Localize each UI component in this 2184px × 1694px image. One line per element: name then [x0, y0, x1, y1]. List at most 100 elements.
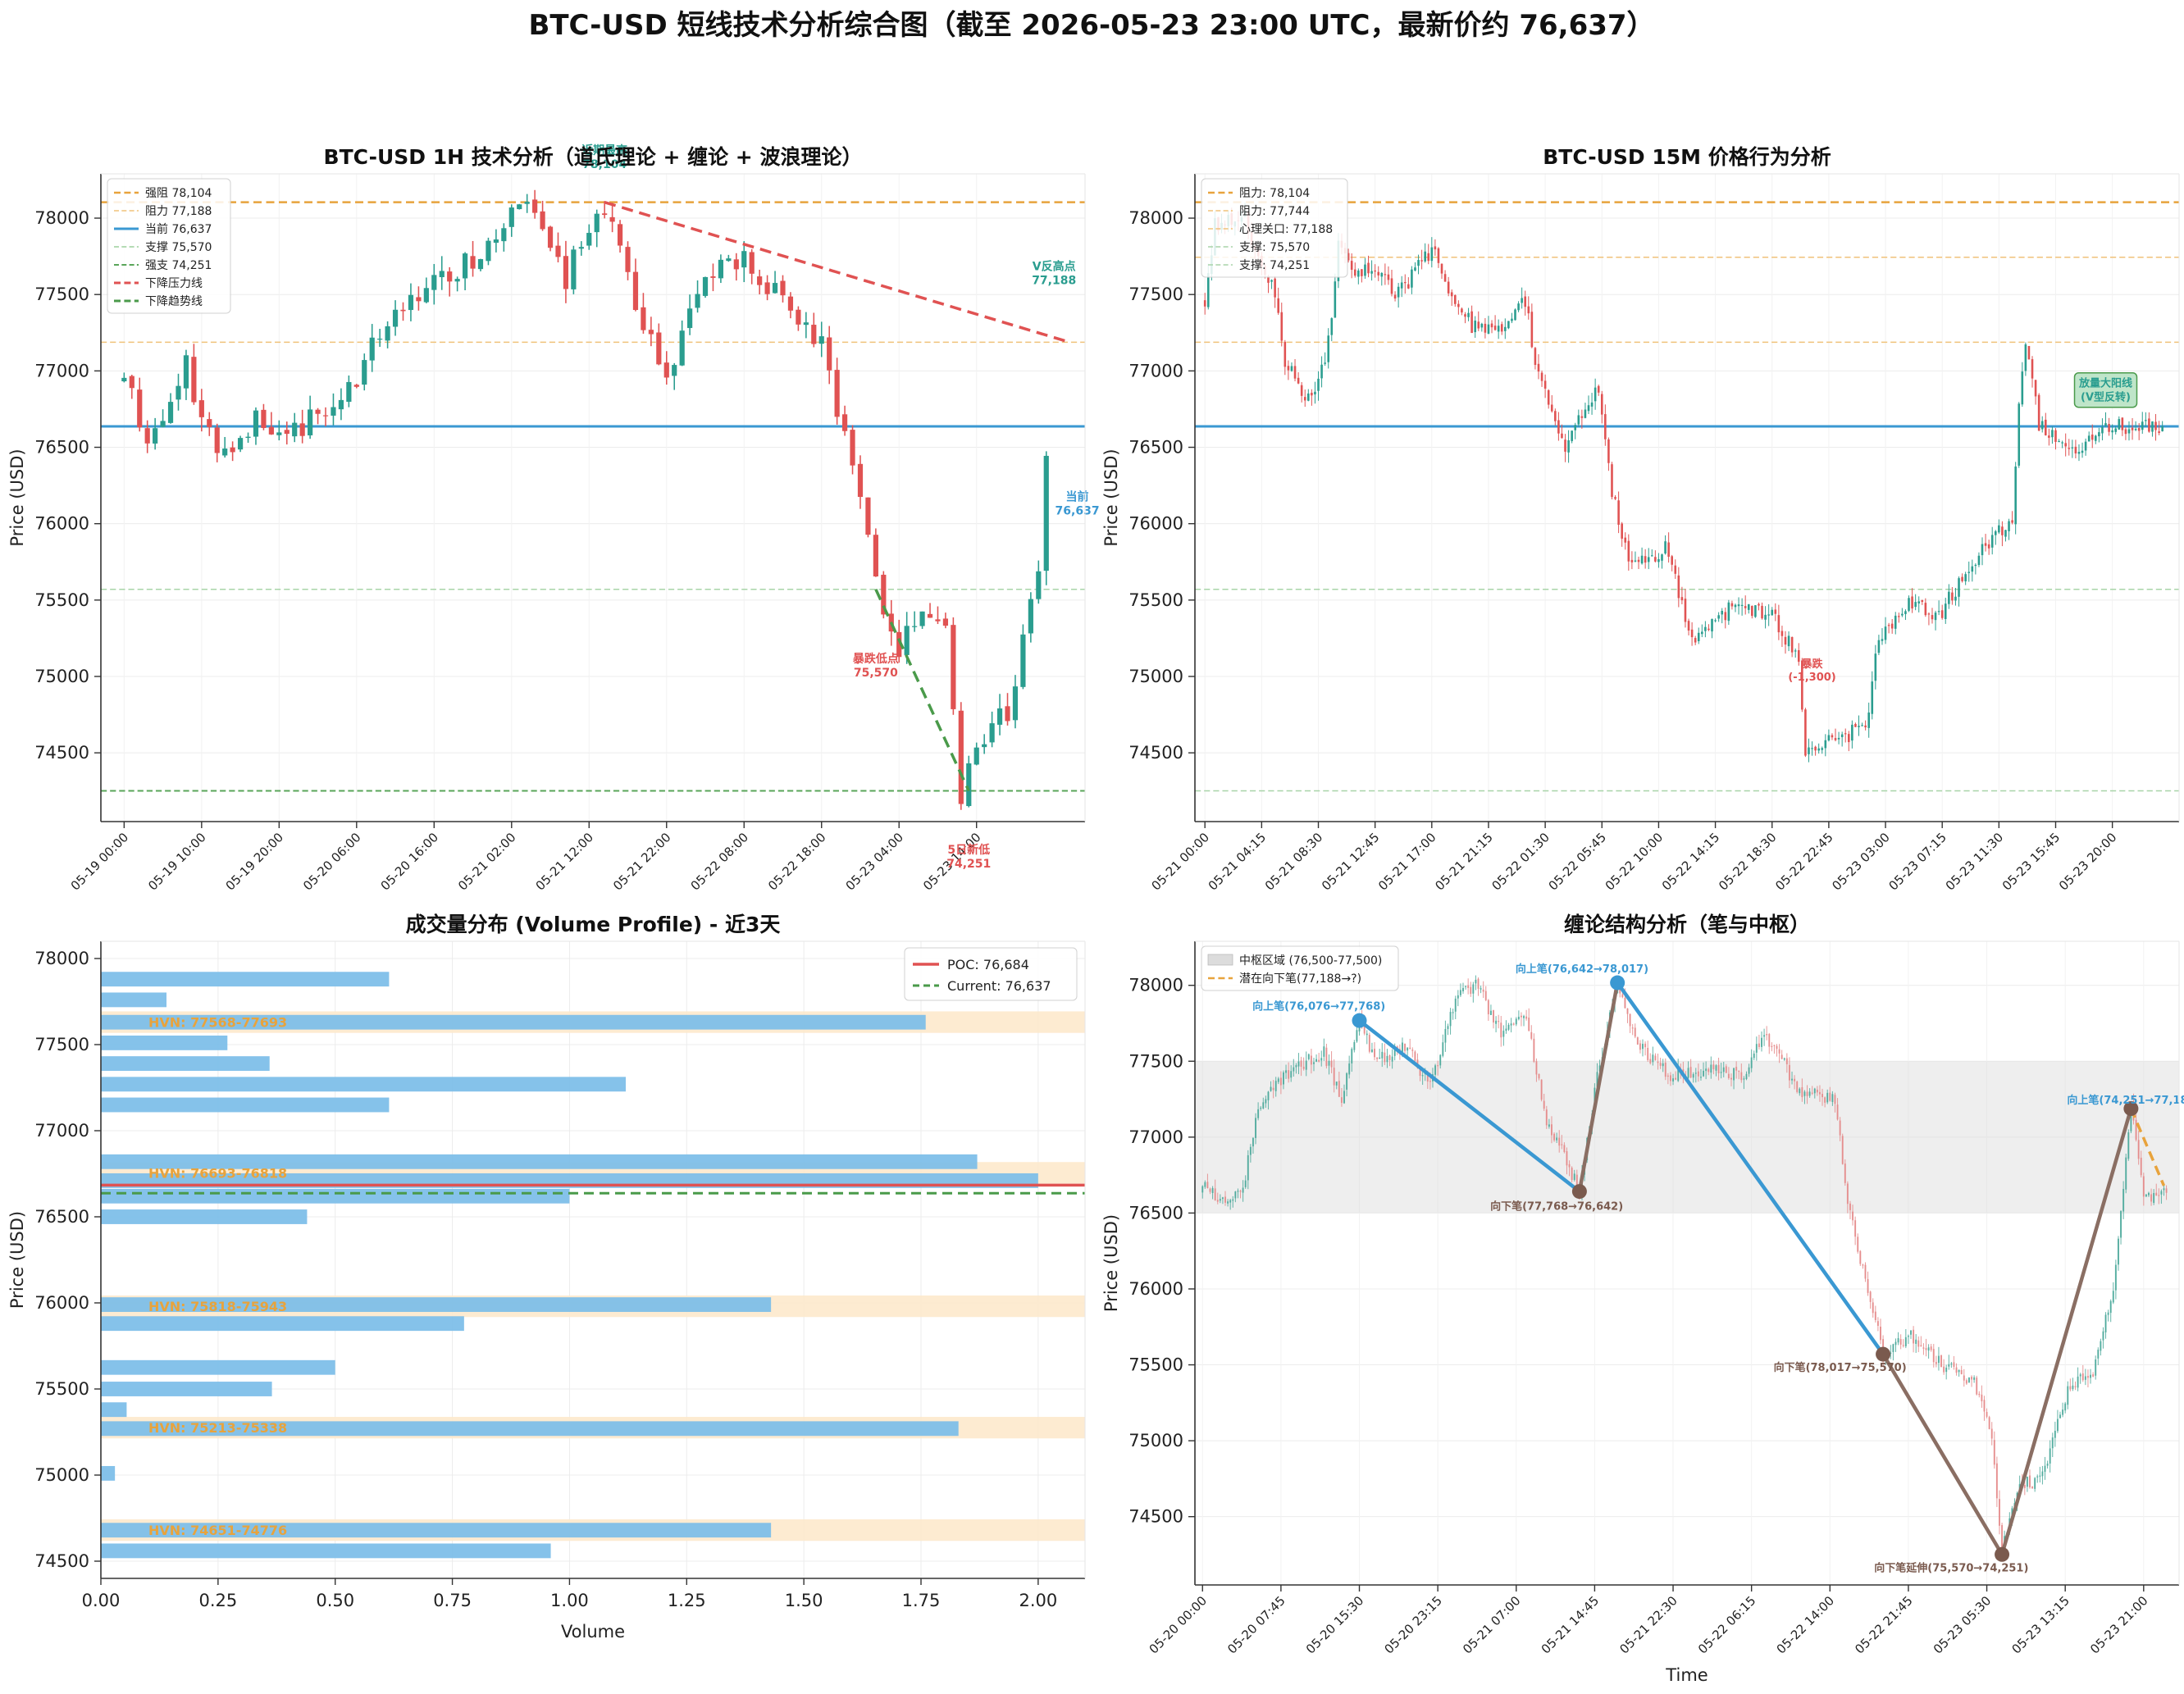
m15-candle-body	[1440, 263, 1443, 274]
m15-candle-body	[1293, 366, 1297, 379]
h1-candle-body	[261, 409, 267, 428]
chan-candle-body	[1229, 1200, 1232, 1203]
chan-candle-body	[1374, 1049, 1375, 1058]
h1-candle-body	[385, 326, 390, 341]
chan-candle-body	[1507, 1025, 1510, 1030]
chan-candle-body	[1791, 1078, 1793, 1081]
chan-candle-body	[1247, 1154, 1249, 1181]
m15-candle-body	[1911, 596, 1913, 609]
chan-candle-body	[1619, 986, 1621, 994]
chan-candle-body	[1313, 1062, 1315, 1064]
m15-candle-body	[1267, 276, 1270, 283]
chan-candle-body	[1439, 1054, 1442, 1066]
chan-candle-body	[1965, 1380, 1967, 1384]
chan-candle-body	[1343, 1091, 1345, 1104]
m15-candle-body	[1287, 366, 1290, 371]
chan-candle-body	[1376, 1057, 1379, 1059]
m15-candle-body	[1664, 541, 1666, 554]
chan-candle-body	[1907, 1336, 1909, 1337]
h1-candle-body	[362, 360, 367, 385]
vp-hvn-label: HVN: 76693-76818	[148, 1165, 287, 1181]
chan-candle-body	[2109, 1300, 2112, 1314]
h1-candle-body	[749, 252, 755, 274]
chan-ytick-label: 75000	[1128, 1431, 1183, 1450]
m15-candle-body	[2121, 417, 2124, 430]
vp-xtick-label: 2.00	[1019, 1591, 1057, 1610]
vp-ytick-label: 75000	[34, 1465, 89, 1485]
chan-candle-body	[1429, 1081, 1431, 1082]
chan-candle-body	[1548, 1124, 1550, 1127]
m15-candle-body	[1751, 605, 1753, 617]
chan-candle-body	[1340, 1097, 1343, 1104]
m15-candle-body	[1661, 554, 1663, 561]
chan-candle-body	[2062, 1409, 2064, 1415]
h1-candle-body	[663, 362, 669, 378]
chan-annotation: 向上笔(76,076→77,768)	[1252, 1000, 1385, 1013]
h1-ytick-label: 74500	[34, 743, 89, 763]
m15-candle-body	[2054, 430, 2057, 442]
chan-candle-body	[1437, 1065, 1439, 1067]
vp-hvn-label: HVN: 77568-77693	[148, 1015, 287, 1031]
chan-candle-body	[1307, 1054, 1310, 1059]
chan-candle-body	[1669, 1075, 1671, 1082]
chan-candle-body	[1353, 1041, 1356, 1050]
m15-candle-body	[1727, 602, 1730, 622]
chan-ytick-label: 77000	[1128, 1127, 1183, 1147]
chan-candle-body	[1834, 1095, 1836, 1104]
m15-candle-body	[1861, 725, 1863, 726]
chan-candle-body	[1270, 1086, 1272, 1091]
chan-annotation: 向下笔(77,768→76,642)	[1490, 1200, 1623, 1214]
m15-candle-body	[1794, 650, 1797, 652]
chan-candle-body	[2125, 1157, 2127, 1190]
chan-ytick-label: 77500	[1128, 1051, 1183, 1071]
h1-annotation: 77,188	[1032, 274, 1076, 287]
chan-candle-body	[1348, 1063, 1351, 1075]
chan-candle-body	[1493, 1010, 1494, 1023]
chan-candle-body	[1705, 1068, 1708, 1072]
chan-candle-body	[1391, 1056, 1393, 1062]
h1-candle-body	[617, 224, 623, 246]
chan-candle-body	[1457, 995, 1459, 999]
chan-candle-body	[1480, 988, 1482, 990]
chan-candle-body	[1384, 1052, 1386, 1063]
chan-candle-body	[1626, 1008, 1629, 1014]
m15-candle-body	[2034, 380, 2037, 397]
chan-candle-body	[1470, 986, 1472, 995]
chan-candle-body	[1563, 1145, 1566, 1153]
chan-candle-body	[1963, 1375, 1965, 1381]
chan-candle-body	[1725, 1066, 1727, 1073]
m15-candle-body	[1708, 628, 1710, 631]
vp-legend-label: POC: 76,684	[947, 957, 1029, 972]
m15-candle-body	[1984, 543, 1987, 546]
h1-candle-body	[129, 376, 135, 389]
chan-candle-body	[1813, 1088, 1816, 1094]
m15-annotation: 暴跌	[1801, 658, 1824, 671]
m15-candle-body	[1714, 620, 1717, 622]
chan-candle-body	[1512, 1023, 1515, 1025]
chan-candle-body	[1388, 1054, 1391, 1061]
m15-candle-body	[1667, 542, 1670, 558]
chan-candle-body	[2049, 1448, 2051, 1464]
vp-ytick-label: 76500	[34, 1207, 89, 1227]
m15-candle-body	[1840, 734, 1844, 738]
chan-candle-body	[2084, 1376, 2086, 1380]
chan-candle-body	[2145, 1194, 2147, 1197]
chan-candle-body	[1530, 1031, 1533, 1039]
m15-candle-body	[1547, 389, 1550, 405]
h1-candle-body	[818, 336, 824, 344]
m15-candle-body	[1761, 605, 1763, 619]
chan-candle-body	[1649, 1059, 1652, 1063]
m15-candle-body	[1948, 591, 1950, 604]
chan-ytick-label: 75500	[1128, 1355, 1183, 1375]
m15-candle-body	[1397, 286, 1400, 298]
m15-ytick-label: 77500	[1128, 285, 1183, 304]
chan-candle-body	[1755, 1044, 1758, 1053]
vp-ylabel: Price (USD)	[7, 1211, 27, 1309]
chan-candle-body	[1708, 1068, 1710, 1072]
chan-candle-body	[1862, 1264, 1864, 1266]
m15-candle-body	[1203, 300, 1206, 307]
m15-candle-body	[1774, 609, 1777, 614]
chan-candle-body	[1662, 1063, 1664, 1067]
m15-candle-body	[2104, 423, 2107, 426]
chan-candle-body	[1216, 1200, 1219, 1202]
